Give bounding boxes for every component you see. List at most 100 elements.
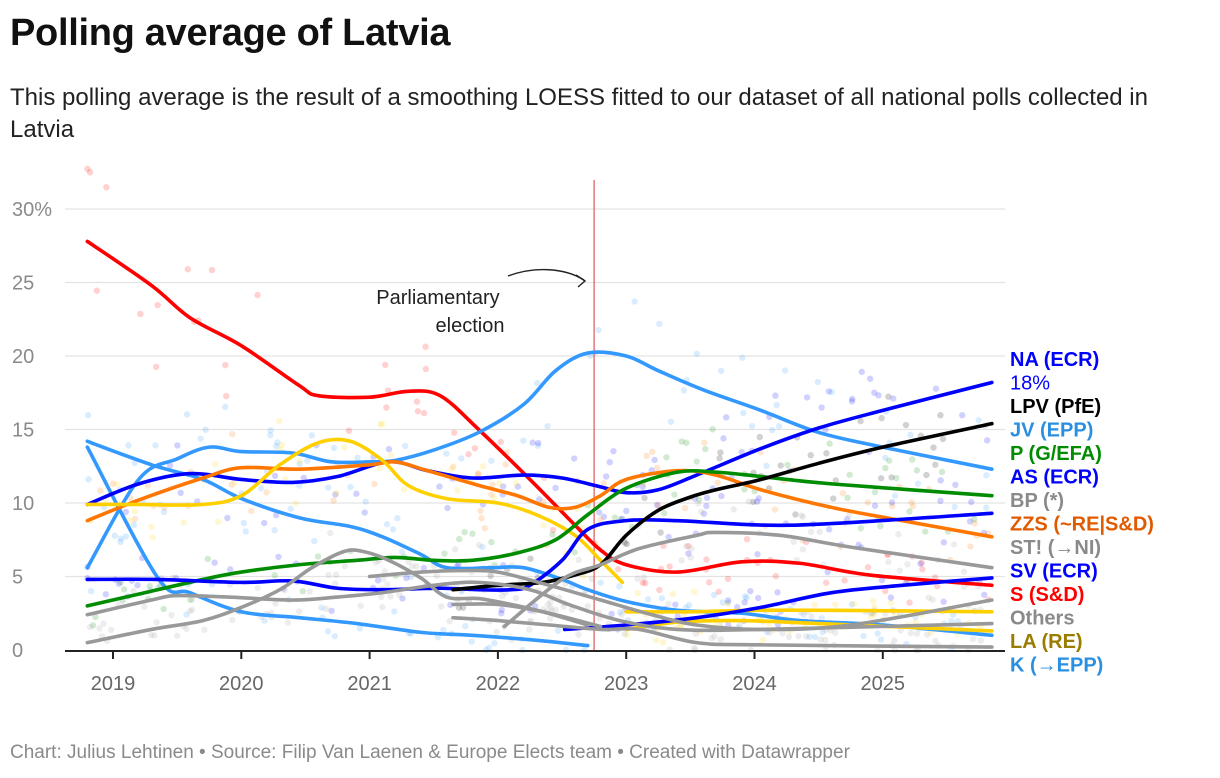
end-label: K (→EPP): [1010, 655, 1103, 677]
poll-dot: [968, 498, 975, 506]
poll-dot: [374, 577, 382, 584]
poll-dot: [741, 486, 748, 493]
poll-dot: [197, 435, 204, 442]
poll-dot: [275, 417, 283, 425]
poll-dot: [468, 638, 475, 645]
poll-dot: [547, 598, 554, 606]
poll-dot: [324, 628, 332, 635]
poll-dot: [857, 524, 865, 532]
poll-dot: [600, 480, 608, 487]
poll-dot: [454, 487, 461, 494]
poll-dot: [966, 518, 974, 525]
poll-dot: [667, 418, 675, 425]
poll-dot: [914, 480, 922, 487]
series-lines: [85, 239, 994, 649]
poll-dot: [718, 492, 725, 500]
y-tick-label: 5: [12, 567, 23, 589]
poll-dot: [690, 644, 698, 652]
poll-dot: [456, 535, 463, 543]
poll-dot: [211, 559, 218, 566]
poll-dot: [381, 568, 388, 575]
poll-dot: [330, 444, 338, 452]
annotation-arrowhead: [575, 274, 587, 288]
poll-dot: [814, 378, 822, 386]
poll-dot: [929, 596, 936, 603]
poll-dot: [938, 468, 946, 476]
poll-dot: [634, 589, 641, 597]
series-line-unlabeled: [85, 548, 590, 645]
poll-dot: [177, 489, 184, 497]
poll-dot: [459, 604, 467, 611]
poll-dot: [790, 538, 797, 545]
poll-dot: [387, 451, 395, 459]
poll-dot: [332, 571, 340, 579]
poll-dot: [296, 460, 303, 468]
poll-dot: [287, 505, 294, 512]
poll-dot: [937, 412, 944, 419]
poll-dot: [817, 636, 824, 643]
poll-dot: [465, 451, 472, 458]
poll-dot: [695, 496, 703, 503]
series-line-jv-epp: [85, 350, 994, 570]
poll-dot: [755, 495, 762, 502]
poll-dot: [771, 506, 779, 513]
poll-dot: [671, 491, 678, 498]
poll-dot: [975, 417, 982, 424]
y-tick-label: 20: [12, 346, 34, 368]
poll-dot: [907, 629, 914, 637]
poll-dot: [888, 499, 896, 506]
end-label: P (G/EFA): [1010, 443, 1102, 465]
end-label: SV (ECR): [1010, 561, 1098, 583]
poll-dot: [296, 458, 303, 465]
poll-dot: [488, 491, 495, 498]
poll-dot: [913, 467, 921, 474]
poll-dot: [384, 581, 391, 588]
poll-dot: [845, 512, 853, 519]
poll-dot: [683, 543, 690, 550]
poll-dot: [869, 597, 877, 605]
poll-dot: [666, 563, 673, 570]
poll-dot: [540, 522, 547, 529]
poll-dot: [398, 548, 406, 556]
poll-dot: [724, 600, 731, 608]
poll-dot: [498, 606, 505, 614]
x-axis: 2019 2020 2021 2022 2023 2024 2025: [65, 650, 1005, 695]
poll-dot: [692, 630, 699, 637]
end-label: S (S&D): [1010, 584, 1084, 606]
poll-dot: [672, 601, 679, 608]
poll-dot: [937, 497, 944, 505]
poll-dot: [547, 615, 554, 622]
poll-dot: [183, 611, 190, 618]
poll-dot: [634, 575, 641, 582]
poll-dot: [643, 452, 650, 460]
poll-dot: [490, 494, 498, 501]
series-line-na-ecr: [85, 380, 994, 507]
annotation-arrow: [507, 268, 585, 281]
end-label: AS (ECR): [1010, 467, 1099, 489]
poll-dot: [597, 579, 604, 586]
poll-dot: [918, 559, 925, 566]
y-tick-label: 10: [12, 493, 34, 515]
poll-dot: [479, 463, 487, 470]
poll-dot: [534, 379, 541, 387]
poll-dot: [889, 502, 896, 510]
poll-dot: [877, 522, 884, 530]
poll-dot: [296, 482, 303, 489]
y-tick-label: 25: [12, 273, 34, 295]
poll-dot: [441, 550, 448, 557]
poll-dot: [971, 516, 978, 523]
poll-dot: [474, 470, 482, 477]
poll-dot: [819, 628, 826, 636]
poll-dot: [204, 555, 212, 563]
poll-dot: [322, 605, 330, 613]
poll-dot: [631, 298, 638, 305]
poll-dot: [534, 442, 542, 449]
poll-dot: [357, 602, 364, 610]
poll-dot: [272, 512, 280, 519]
poll-dot: [267, 427, 274, 434]
poll-dot: [680, 387, 688, 394]
poll-dot: [526, 626, 533, 633]
poll-dot: [877, 636, 885, 643]
poll-dot: [848, 601, 856, 608]
poll-dot: [462, 622, 469, 630]
